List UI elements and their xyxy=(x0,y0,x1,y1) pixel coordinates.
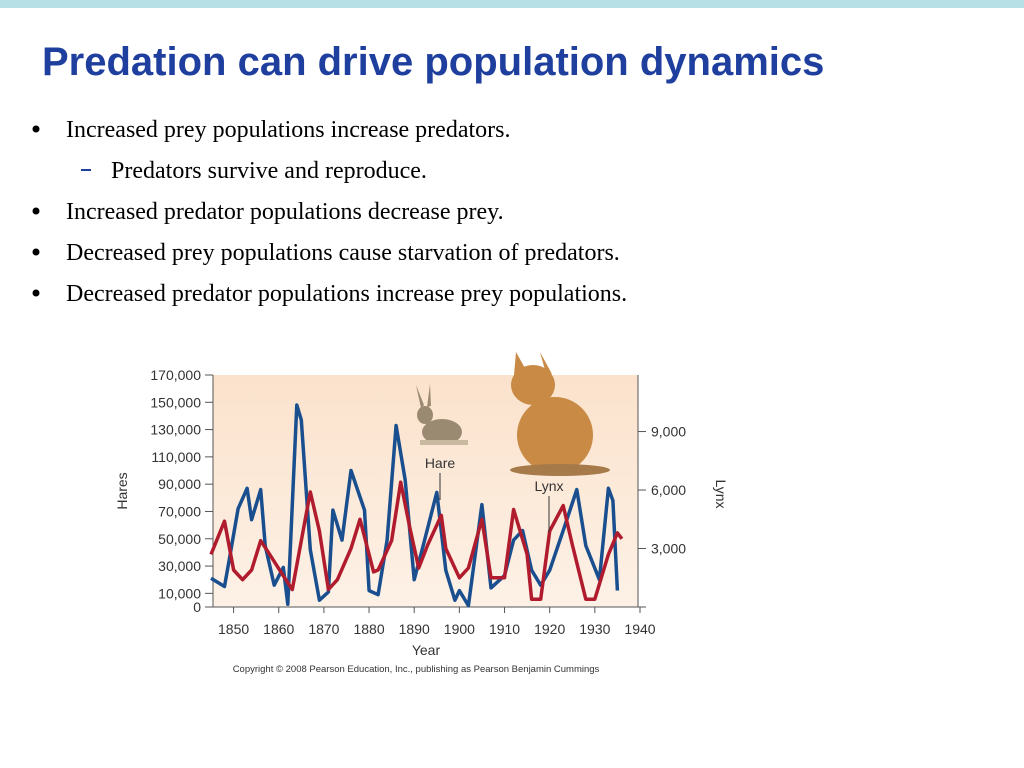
y-tick-label: 150,000 xyxy=(150,394,201,410)
y-tick-label: 70,000 xyxy=(158,503,201,519)
x-tick-label: 1860 xyxy=(263,621,294,637)
y-tick-label: 0 xyxy=(193,599,201,615)
x-tick-label: 1940 xyxy=(624,621,655,637)
series-line xyxy=(209,480,624,601)
x-tick-label: 1850 xyxy=(218,621,249,637)
y2-tick-label: 9,000 xyxy=(651,424,686,440)
bullet-text: Decreased prey populations cause starvat… xyxy=(66,240,620,266)
bullet-marker xyxy=(32,248,40,256)
x-tick-label: 1920 xyxy=(534,621,565,637)
x-tick-label: 1930 xyxy=(579,621,610,637)
y-tick-label: 170,000 xyxy=(150,367,201,383)
y2-tick-label: 3,000 xyxy=(651,541,686,557)
y-tick-label: 130,000 xyxy=(150,422,201,438)
y-tick-label: 90,000 xyxy=(158,476,201,492)
y-tick-label: 10,000 xyxy=(158,585,201,601)
lynx-illustration xyxy=(510,352,610,476)
x-tick-label: 1870 xyxy=(308,621,339,637)
x-tick-label: 1890 xyxy=(399,621,430,637)
y-tick-label: 50,000 xyxy=(158,531,201,547)
bullet-marker xyxy=(32,289,40,297)
copyright: Copyright © 2008 Pearson Education, Inc.… xyxy=(233,664,600,675)
y2-tick-label: 6,000 xyxy=(651,482,686,498)
x-tick-label: 1900 xyxy=(444,621,475,637)
slide-title: Predation can drive population dynamics xyxy=(42,40,824,84)
hare-illustration xyxy=(416,384,468,445)
top-bar xyxy=(0,0,1024,8)
y-axis-label: Hares xyxy=(114,472,130,509)
series-annotation: Lynx xyxy=(534,478,563,494)
sub-bullet-text: Predators survive and reproduce. xyxy=(111,158,427,184)
x-tick-label: 1910 xyxy=(489,621,520,637)
x-tick-label: 1880 xyxy=(353,621,384,637)
y-tick-label: 110,000 xyxy=(151,449,201,465)
y-tick-label: 30,000 xyxy=(158,558,201,574)
x-axis-label: Year xyxy=(412,642,441,658)
series-annotation: Hare xyxy=(425,455,456,471)
bullet-text: Increased predator populations decrease … xyxy=(66,199,504,225)
y2-axis-label: Lynx xyxy=(713,479,729,508)
bullet-text: Increased prey populations increase pred… xyxy=(66,117,510,143)
bullet-list: Increased prey populations increase pred… xyxy=(32,117,627,307)
bullet-marker xyxy=(32,125,40,133)
bullet-text: Decreased predator populations increase … xyxy=(66,281,627,307)
bullet-marker xyxy=(32,207,40,215)
